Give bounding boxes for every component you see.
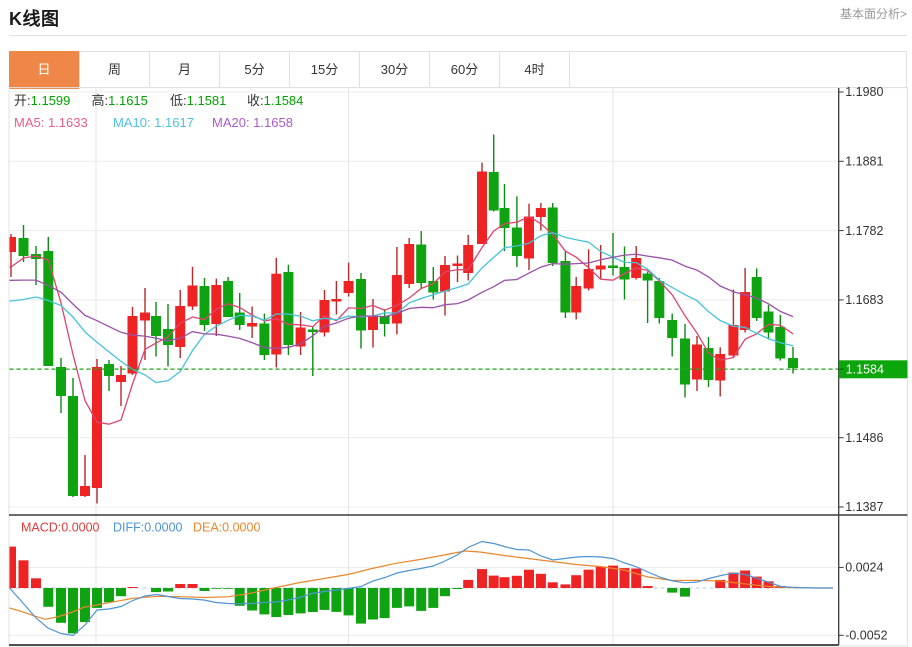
svg-text:1.1683: 1.1683 <box>845 293 883 307</box>
svg-text:-0.0052: -0.0052 <box>845 629 887 643</box>
svg-text:1.1584: 1.1584 <box>846 363 884 377</box>
svg-text:1.1881: 1.1881 <box>845 155 883 169</box>
svg-text:1.1387: 1.1387 <box>845 500 883 514</box>
svg-text:1.1782: 1.1782 <box>845 224 883 238</box>
svg-text:1.1486: 1.1486 <box>845 431 883 445</box>
svg-text:1.1980: 1.1980 <box>845 85 883 99</box>
svg-text:0.0024: 0.0024 <box>845 561 883 575</box>
